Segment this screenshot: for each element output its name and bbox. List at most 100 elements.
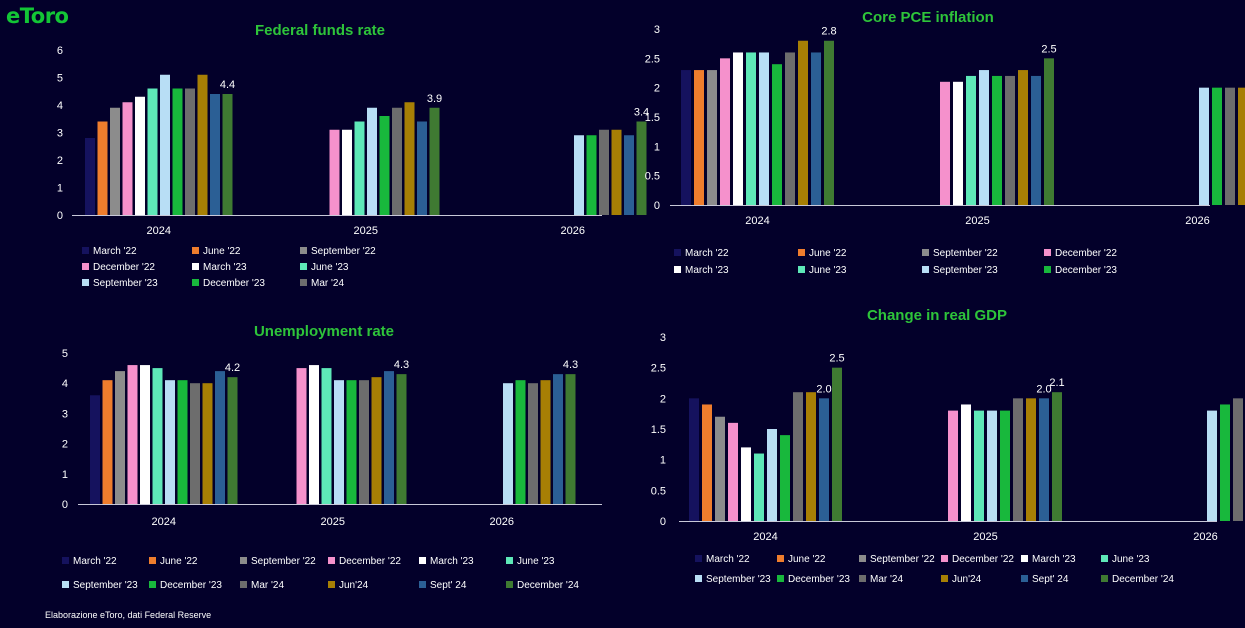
bar-2025-s8 (1005, 75, 1015, 205)
bar-2025-s5 (974, 410, 984, 521)
legend-swatch (1021, 555, 1028, 562)
bar-2025-s11 (429, 107, 440, 215)
legend-label: Sept' 24 (430, 580, 467, 591)
legend-item: September '22 (859, 554, 935, 565)
y-tick-label: 3 (62, 408, 68, 420)
bar-2024-s0 (85, 138, 95, 215)
legend-item: December '24 (1101, 574, 1174, 585)
bar-2026-s8 (1233, 398, 1243, 521)
legend-label: December '24 (1112, 574, 1174, 585)
chart-fed: Federal funds rate 0 1 2 3 4 5 6 2024 2025 2026 4.4… (57, 22, 649, 289)
bar-2026-s8 (1225, 87, 1235, 205)
bar-2024-s2 (715, 416, 725, 521)
y-tick-label: 2 (57, 155, 63, 167)
bar-2024-s10 (811, 52, 821, 205)
legend-label: December '22 (93, 262, 155, 273)
category-label: 2024 (152, 516, 176, 528)
legend-item: Sept' 24 (419, 580, 467, 591)
bar-2025-s7 (992, 75, 1002, 205)
legend-swatch (240, 557, 247, 564)
bar-2025-s11 (396, 374, 407, 504)
legend-item: March '23 (192, 262, 247, 273)
legend-label: December '22 (1055, 248, 1117, 259)
data-label: 4.3 (394, 359, 409, 371)
bar-2024-s10 (819, 398, 829, 521)
legend-swatch (1101, 575, 1108, 582)
legend-swatch (240, 581, 247, 588)
legend-swatch (1101, 555, 1108, 562)
bar-2024-s3 (728, 422, 738, 521)
legend-label: December '23 (1055, 265, 1117, 276)
legend-item: Jun'24 (941, 574, 982, 585)
bar-2026-s7 (586, 135, 597, 215)
legend-swatch (300, 247, 307, 254)
category-label: 2025 (354, 225, 378, 237)
bar-2024-s10 (210, 94, 220, 215)
legend-swatch (149, 581, 156, 588)
data-label: 2.0 (1036, 383, 1051, 395)
legend-swatch (149, 557, 156, 564)
bar-2025-s6 (987, 410, 997, 521)
legend-label: September '23 (93, 278, 158, 289)
bar-2026-s7 (1220, 404, 1230, 521)
y-tick-label: 0.5 (645, 171, 660, 183)
bar-2024-s2 (707, 70, 717, 205)
legend-swatch (859, 555, 866, 562)
data-label: 3.9 (427, 93, 442, 105)
chart-title: Change in real GDP (867, 307, 1007, 324)
bar-2025-s3 (940, 81, 950, 205)
bar-2024-s5 (746, 52, 756, 205)
y-tick-label: 4 (62, 378, 68, 390)
legend-swatch (419, 557, 426, 564)
legend-label: March '23 (1032, 554, 1076, 565)
legend-label: June '22 (160, 556, 198, 567)
legend-item: March '23 (674, 265, 729, 276)
category-label: 2025 (973, 531, 997, 543)
legend-item: December '22 (1044, 248, 1117, 259)
bar-2026-s9 (611, 129, 622, 215)
bar-2025-s9 (1018, 70, 1028, 205)
bar-2024-s7 (172, 88, 183, 215)
legend-item: Mar '24 (240, 580, 284, 591)
legend-label: September '23 (706, 574, 771, 585)
legend-swatch (1044, 266, 1051, 273)
bar-2026-s10 (553, 374, 563, 504)
data-label: 3.4 (634, 107, 649, 119)
bar-2025-s10 (384, 371, 394, 504)
chart-unemp: Unemployment rate 0 1 2 3 4 5 2024 2025 2026 4.2 4.… (62, 323, 602, 591)
category-label: 2026 (1185, 215, 1209, 227)
bar-2024-s6 (160, 74, 170, 215)
legend-item: September '22 (240, 556, 316, 567)
bar-2025-s6 (979, 70, 989, 205)
bar-2026-s6 (503, 383, 513, 504)
y-tick-label: 1 (654, 141, 660, 153)
y-tick-label: 3 (654, 24, 660, 36)
legend-swatch (328, 557, 335, 564)
legend-swatch (300, 279, 307, 286)
bar-2026-s8 (528, 383, 538, 504)
bar-2025-s7 (379, 116, 390, 215)
data-label: 4.4 (220, 79, 235, 91)
bar-2026-s6 (1199, 87, 1209, 205)
bar-2024-s7 (772, 64, 782, 205)
bar-2025-s6 (367, 107, 377, 215)
data-label: 2.5 (1041, 43, 1056, 55)
category-label: 2026 (1193, 531, 1217, 543)
legend-swatch (82, 263, 89, 270)
bar-2025-s4 (961, 404, 971, 521)
legend-item: March '23 (1021, 554, 1076, 565)
legend-label: March '22 (685, 248, 729, 259)
legend-item: March '22 (82, 246, 137, 257)
bar-2024-s9 (798, 40, 808, 205)
bar-2024-s1 (702, 404, 712, 521)
legend-label: June '22 (809, 248, 847, 259)
legend-swatch (506, 557, 513, 564)
y-tick-label: 0 (62, 499, 68, 511)
legend-swatch (62, 557, 69, 564)
legend-item: September '23 (82, 278, 158, 289)
legend-swatch (695, 575, 702, 582)
bar-2024-s11 (222, 94, 233, 215)
legend-swatch (674, 266, 681, 273)
legend-swatch (777, 555, 784, 562)
bar-2024-s4 (140, 365, 150, 504)
